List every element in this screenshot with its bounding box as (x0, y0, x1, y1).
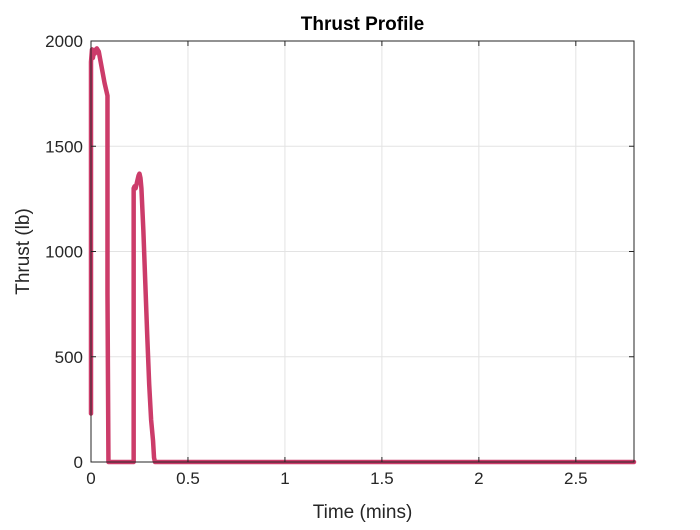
y-tick-label: 2000 (45, 32, 83, 51)
x-tick-label: 2.5 (564, 469, 588, 488)
y-tick-label: 0 (74, 453, 83, 472)
y-tick-label: 1500 (45, 137, 83, 156)
x-tick-label: 1.5 (370, 469, 394, 488)
y-tick-label: 500 (55, 348, 83, 367)
x-tick-label: 2 (474, 469, 483, 488)
y-tick-label: 1000 (45, 243, 83, 262)
chart-title: Thrust Profile (301, 14, 425, 35)
x-axis-title: Time (mins) (313, 502, 413, 523)
x-tick-label: 0 (86, 469, 95, 488)
ticks: 0 0.5 1 1.5 2 2.5 0 500 1000 1500 2000 (45, 32, 634, 488)
y-axis-title: Thrust (lb) (13, 208, 34, 295)
x-tick-label: 0.5 (176, 469, 200, 488)
x-tick-label: 1 (280, 469, 289, 488)
